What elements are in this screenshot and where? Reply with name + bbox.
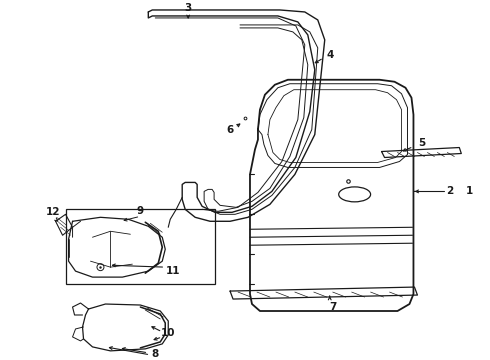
Text: 5: 5 xyxy=(418,138,425,148)
Text: 10: 10 xyxy=(161,328,175,338)
Text: 1: 1 xyxy=(466,186,473,197)
Text: 3: 3 xyxy=(185,3,192,13)
Text: 9: 9 xyxy=(137,206,144,216)
Text: 4: 4 xyxy=(326,50,333,60)
Text: 12: 12 xyxy=(46,207,60,217)
Text: 7: 7 xyxy=(329,302,337,312)
Text: 6: 6 xyxy=(226,125,234,135)
Text: 11: 11 xyxy=(166,266,180,276)
Text: 2: 2 xyxy=(446,186,453,197)
Bar xyxy=(66,209,215,284)
Text: 8: 8 xyxy=(152,349,159,359)
